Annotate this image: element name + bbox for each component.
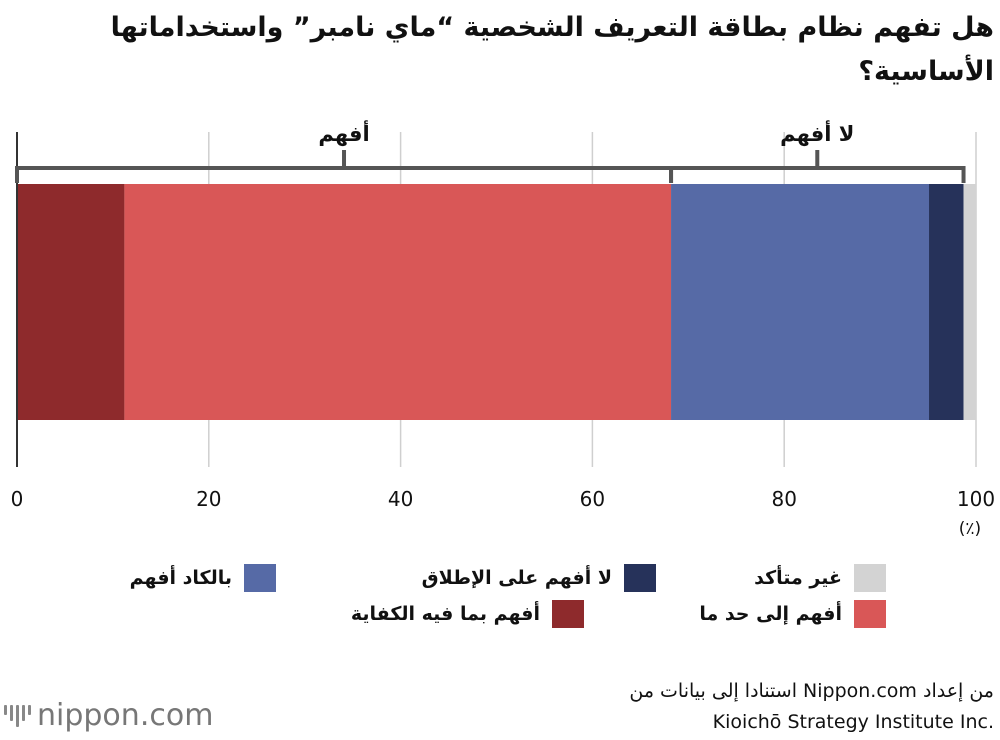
logo-wordmark: nippon.com bbox=[37, 698, 213, 733]
group-bracket bbox=[669, 150, 966, 183]
nippon-logo: nippon.com bbox=[4, 698, 213, 733]
stacked-bar-chart: 0 20 40 60 80 100 أفهم لا أفهم (٪) bbox=[11, 119, 995, 539]
source-note: من إعداد Nippon.com استنادا إلى بيانات م… bbox=[629, 676, 994, 738]
bar-segment bbox=[929, 184, 964, 420]
x-tick-label: 20 bbox=[196, 487, 221, 511]
logo-brand: nippon bbox=[37, 698, 140, 733]
legend-item-do-not-understand: لا أفهم على الإطلاق bbox=[422, 564, 656, 592]
legend-item-not-sure: غير متأكد bbox=[754, 564, 886, 592]
legend-label: غير متأكد bbox=[754, 567, 842, 589]
chart-title: هل تفهم نظام بطاقة التعريف الشخصية “ماي … bbox=[110, 12, 994, 87]
x-tick-label: 100 bbox=[957, 487, 995, 511]
legend-swatch bbox=[854, 564, 886, 592]
bar-segment bbox=[124, 184, 672, 420]
legend-item-fully-understand: أفهم بما فيه الكفاية bbox=[351, 600, 584, 628]
group-label: أفهم bbox=[318, 119, 369, 146]
bar-segment bbox=[963, 184, 976, 420]
x-tick-label: 40 bbox=[388, 487, 413, 511]
legend-swatch bbox=[244, 564, 276, 592]
legend-swatch bbox=[624, 564, 656, 592]
logo-suffix: .com bbox=[139, 698, 214, 733]
group-bracket bbox=[15, 150, 674, 183]
group-brackets: أفهم لا أفهم bbox=[15, 119, 966, 183]
bar-segment bbox=[671, 184, 930, 420]
logo-mark-icon bbox=[4, 704, 31, 727]
legend-label: لا أفهم على الإطلاق bbox=[421, 567, 612, 589]
bar-segment bbox=[17, 184, 125, 420]
legend-label: أفهم بما فيه الكفاية bbox=[350, 603, 540, 625]
x-tick-labels: 0 20 40 60 80 100 bbox=[11, 487, 995, 511]
bar-segments bbox=[17, 184, 976, 420]
legend-swatch bbox=[854, 600, 886, 628]
x-tick-label: 0 bbox=[11, 487, 24, 511]
legend-label: بالكاد أفهم bbox=[129, 567, 232, 589]
group-label: لا أفهم bbox=[780, 119, 854, 146]
legend-swatch bbox=[552, 600, 584, 628]
source-line-1: من إعداد Nippon.com استنادا إلى بيانات م… bbox=[629, 680, 994, 702]
legend-item-somewhat-understand: أفهم إلى حد ما bbox=[699, 600, 886, 628]
unit-label: (٪) bbox=[959, 519, 981, 539]
legend-label: أفهم إلى حد ما bbox=[699, 603, 842, 625]
legend-item-barely-understand: بالكاد أفهم bbox=[130, 564, 276, 592]
source-line-2: Kioichō Strategy Institute Inc. bbox=[712, 711, 994, 733]
x-tick-label: 80 bbox=[771, 487, 796, 511]
x-tick-label: 60 bbox=[580, 487, 605, 511]
